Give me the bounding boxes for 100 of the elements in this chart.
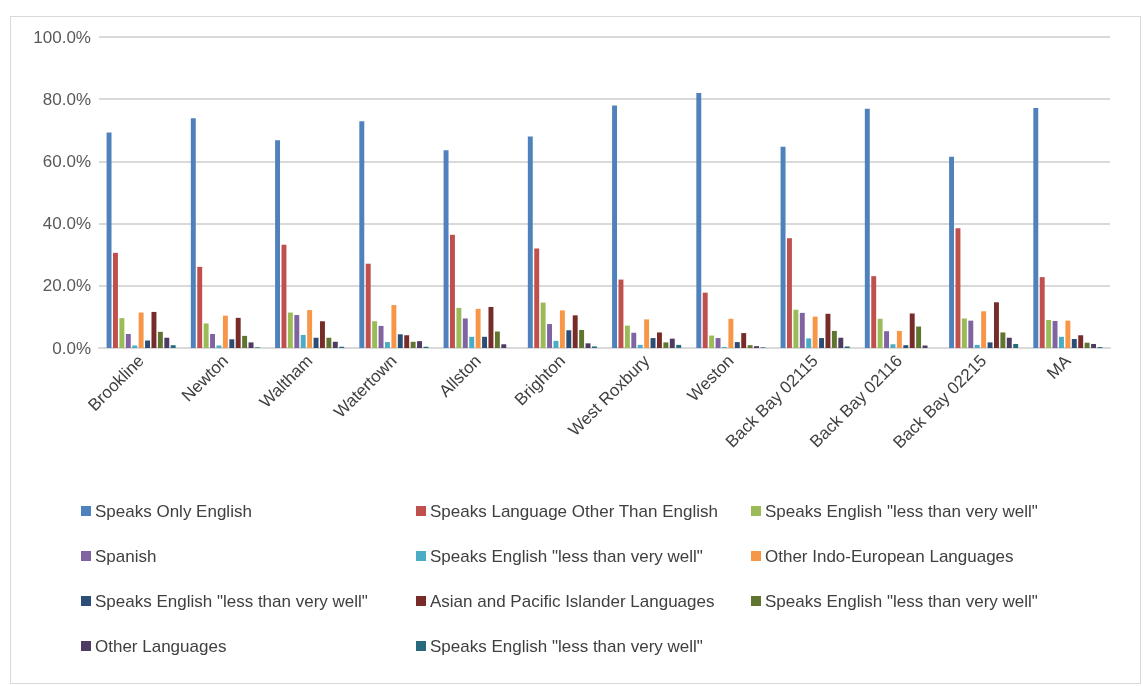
bar — [313, 337, 319, 348]
bar — [650, 338, 656, 348]
bar — [1058, 336, 1064, 348]
bar — [1078, 335, 1084, 348]
bar — [1039, 277, 1045, 348]
bar — [572, 315, 578, 348]
bar — [1071, 338, 1077, 348]
bar — [482, 336, 488, 348]
bar — [631, 332, 637, 348]
bar — [585, 343, 591, 348]
bar — [676, 344, 682, 348]
bar — [831, 330, 837, 348]
bar — [974, 344, 980, 348]
bar — [1065, 320, 1071, 348]
bar — [663, 342, 669, 348]
bar — [365, 263, 371, 348]
legend-label: Other Languages — [95, 637, 227, 656]
bar — [203, 323, 209, 348]
bar — [812, 316, 818, 348]
bar — [787, 238, 792, 348]
bar — [462, 318, 468, 348]
bar — [197, 266, 203, 348]
bar — [1091, 343, 1096, 348]
legend-label: Asian and Pacific Islander Languages — [430, 592, 715, 611]
bar — [871, 276, 877, 348]
bar — [456, 307, 462, 348]
bar — [553, 340, 559, 348]
bar — [903, 345, 909, 348]
bar — [1000, 332, 1006, 348]
bar — [949, 156, 955, 348]
bar — [332, 341, 338, 348]
bar — [222, 315, 228, 348]
bar — [806, 338, 812, 348]
bar — [294, 315, 300, 348]
bar — [287, 312, 293, 348]
y-tick-label: 100.0% — [33, 27, 91, 47]
y-tick-label: 80.0% — [42, 89, 91, 109]
bar — [968, 320, 974, 348]
bar — [890, 344, 896, 348]
legend-label: Other Indo-European Languages — [765, 547, 1014, 566]
bar — [494, 331, 500, 348]
bar — [170, 345, 176, 348]
legend-label: Speaks English "less than very well" — [430, 547, 703, 566]
bar — [235, 317, 241, 348]
legend-label: Speaks Only English — [95, 502, 252, 521]
bar — [656, 332, 662, 348]
bar — [838, 337, 844, 348]
bar — [190, 118, 196, 348]
bar — [534, 248, 540, 348]
bar — [981, 311, 987, 348]
bar — [242, 335, 248, 348]
bar — [799, 312, 805, 348]
bar — [410, 341, 416, 348]
bar — [709, 335, 715, 348]
bar — [210, 334, 216, 348]
bar — [319, 321, 325, 348]
bar — [780, 146, 786, 348]
bar — [637, 344, 643, 348]
bar — [961, 318, 967, 348]
bar — [151, 311, 157, 348]
x-tick-label: MA — [1043, 350, 1076, 383]
bar — [747, 345, 753, 348]
bar — [825, 313, 831, 348]
bar — [384, 342, 390, 348]
bar — [559, 310, 565, 348]
bar — [404, 335, 410, 348]
bar — [307, 310, 313, 348]
bar — [566, 330, 572, 348]
bar — [145, 340, 151, 348]
bar — [540, 302, 546, 348]
bar — [359, 121, 365, 348]
bar — [793, 309, 799, 348]
bar — [229, 339, 235, 348]
y-tick-label: 40.0% — [42, 214, 91, 234]
bar — [1046, 320, 1052, 348]
bar — [819, 338, 825, 348]
bar — [378, 325, 384, 348]
legend-label: Speaks English "less than very well" — [95, 592, 368, 611]
bar — [469, 336, 475, 348]
legend-label: Speaks English "less than very well" — [765, 502, 1038, 521]
bar — [1052, 320, 1058, 348]
bar — [248, 342, 254, 348]
bar — [281, 244, 287, 348]
bar — [612, 105, 618, 348]
y-tick-label: 60.0% — [42, 151, 91, 171]
legend-label: Spanish — [95, 547, 157, 566]
bar — [275, 140, 281, 348]
bar — [391, 305, 397, 348]
bar — [728, 318, 734, 348]
bar — [113, 252, 118, 348]
bar — [106, 132, 112, 348]
bar — [417, 341, 422, 348]
bar — [877, 318, 883, 348]
bar — [741, 333, 747, 348]
bar — [527, 136, 533, 348]
bar — [618, 279, 624, 348]
bar — [579, 329, 585, 348]
bar — [501, 344, 507, 348]
bar — [993, 302, 999, 348]
bar — [547, 324, 553, 348]
